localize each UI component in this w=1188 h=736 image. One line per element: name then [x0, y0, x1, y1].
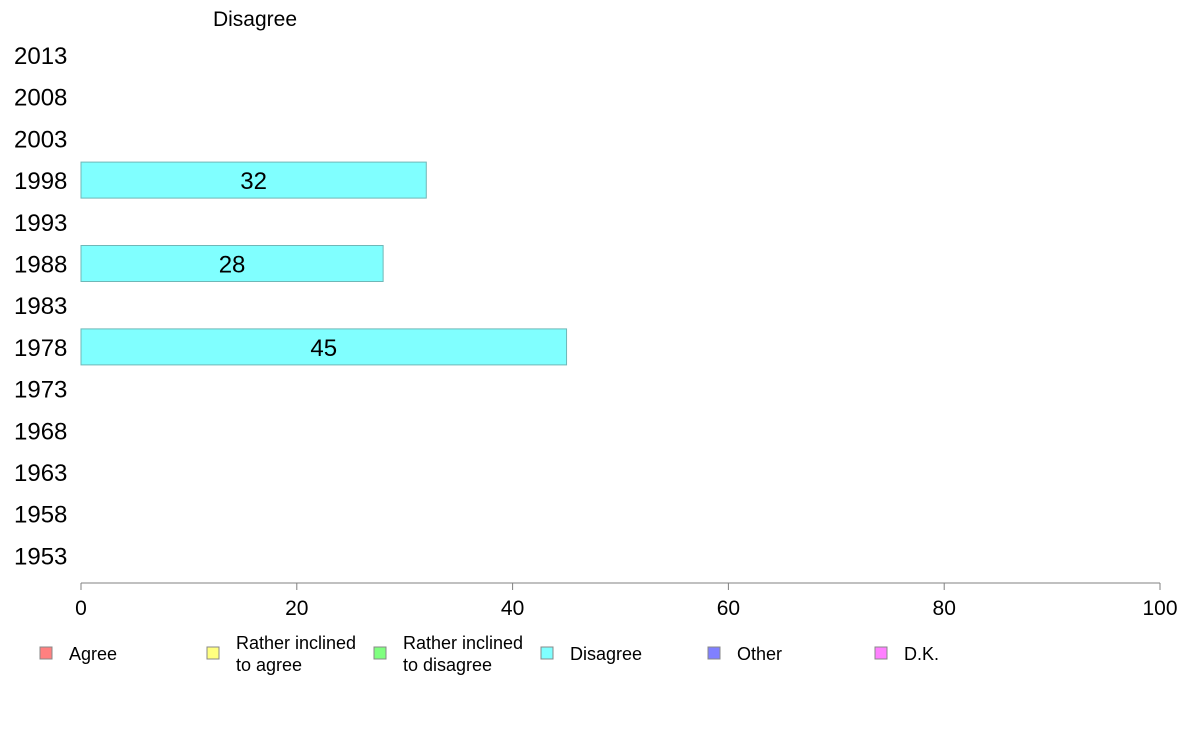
chart-title: Disagree: [213, 8, 297, 31]
legend-label: to agree: [236, 655, 302, 675]
x-tick-label: 0: [75, 597, 87, 620]
y-tick-label: 1998: [14, 168, 67, 195]
x-axis: 0 20 40 60 80 100: [75, 582, 1178, 620]
y-tick-label: 1968: [14, 418, 67, 445]
legend-swatch: [206, 646, 220, 660]
y-tick-label: 1973: [14, 377, 67, 404]
legend-label: Rather inclined: [236, 633, 356, 653]
legend-swatch: [373, 646, 387, 660]
bars: 32 28 45: [80, 161, 568, 366]
bar-value-label: 28: [219, 252, 246, 279]
legend-swatch: [874, 646, 888, 660]
legend-label: Rather inclined: [403, 633, 523, 653]
y-tick-label: 1963: [14, 460, 67, 487]
y-tick-label: 2003: [14, 126, 67, 153]
bar: [80, 328, 568, 366]
legend-label: to disagree: [403, 655, 492, 675]
legend-label: Other: [737, 644, 782, 664]
bar-value-label: 32: [240, 168, 267, 195]
y-tick-label: 2013: [14, 43, 67, 70]
legend-label: Agree: [69, 644, 117, 664]
y-tick-label: 1983: [14, 293, 67, 320]
bar: [80, 245, 384, 282]
y-tick-label: 1958: [14, 502, 67, 529]
legend-swatch: [39, 646, 53, 660]
y-tick-label: 1993: [14, 210, 67, 237]
legend-swatch: [707, 646, 721, 660]
bar: [80, 161, 427, 199]
x-tick-label: 40: [501, 597, 524, 620]
x-tick-label: 80: [933, 597, 956, 620]
y-tick-label: 2008: [14, 85, 67, 112]
y-tick-label: 1988: [14, 252, 67, 279]
x-tick-label: 60: [717, 597, 740, 620]
y-axis-labels: 2013 2008 2003 1998 1993 1988 1983 1978 1973 1968…: [14, 43, 67, 570]
y-tick-label: 1953: [14, 543, 67, 570]
x-tick-label: 20: [285, 597, 308, 620]
legend-label: D.K.: [904, 644, 939, 664]
y-tick-label: 1978: [14, 335, 67, 362]
legend-swatch: [540, 646, 554, 660]
x-tick-label: 100: [1142, 597, 1177, 620]
legend-label: Disagree: [570, 644, 642, 664]
bar-value-label: 45: [310, 335, 337, 362]
